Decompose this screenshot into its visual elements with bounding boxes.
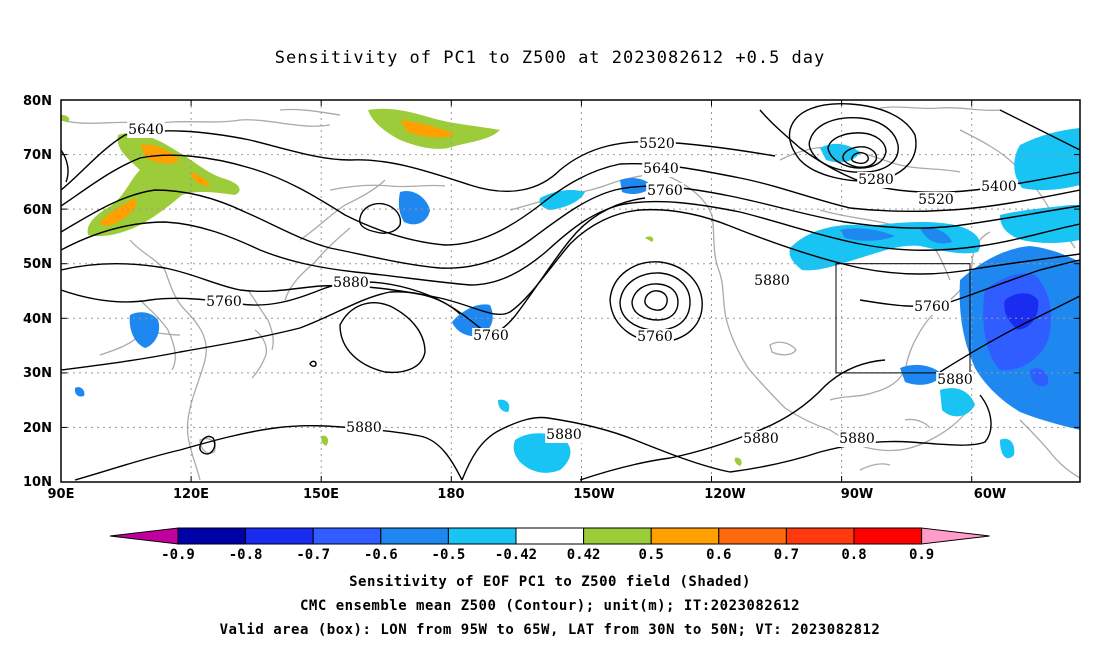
contour-label-halo xyxy=(742,431,780,447)
lat-label: 30N xyxy=(23,366,52,381)
contour-label: 5640 xyxy=(128,122,164,138)
contour-label-halo xyxy=(838,431,876,447)
colorbar-label: 0.7 xyxy=(774,547,799,563)
colorbar-swatch xyxy=(245,527,314,545)
map-frame xyxy=(60,99,1081,483)
contour-label-halo xyxy=(205,294,243,310)
colorbar-swatch xyxy=(853,527,923,545)
lon-label: 60W xyxy=(974,487,1006,502)
lon-label: 120W xyxy=(704,487,745,502)
contour-label-halo xyxy=(636,329,674,345)
contour-label-halo xyxy=(646,183,684,199)
contour-label: 5760 xyxy=(647,183,683,199)
contour-label-halo xyxy=(472,328,510,344)
contour-label-halo xyxy=(642,161,680,177)
lat-label: 70N xyxy=(23,148,52,163)
contour-label: 5520 xyxy=(918,192,954,208)
lon-label: 90W xyxy=(841,487,873,502)
colorbar-label: -0.6 xyxy=(364,547,398,563)
z500-contours xyxy=(61,103,1080,481)
colorbar-label: -0.9 xyxy=(161,547,195,563)
latitude-labels: 80N 70N 60N 50N 40N 30N 20N 10N xyxy=(23,94,52,490)
colorbar-swatch xyxy=(785,527,855,545)
contour-label-halo xyxy=(980,179,1018,195)
contour-label-halo xyxy=(857,172,895,188)
lat-label: 20N xyxy=(23,421,52,436)
contour-label-halo xyxy=(753,273,791,289)
contour-labels: 5640 5520 5640 5760 5280 5400 5520 5760 … xyxy=(127,122,1018,447)
contour-label: 5760 xyxy=(637,329,673,345)
colorbar-label: 0.9 xyxy=(909,547,934,563)
colorbar-swatch xyxy=(650,527,720,545)
tick-marks xyxy=(61,99,1080,482)
contour-label: 5880 xyxy=(346,420,382,436)
colorbar-label: -0.5 xyxy=(432,547,466,563)
contour-label-halo xyxy=(545,427,583,443)
contour-label-halo xyxy=(345,420,383,436)
colorbar-label: -0.8 xyxy=(229,547,263,563)
contour-label: 5400 xyxy=(981,179,1017,195)
colorbar-label: -0.7 xyxy=(296,547,330,563)
lon-label: 90E xyxy=(48,487,75,502)
colorbar xyxy=(109,527,990,545)
contour-label-halo xyxy=(936,372,974,388)
contour-label: 5280 xyxy=(858,172,894,188)
contour-label: 5760 xyxy=(473,328,509,344)
colorbar-swatch xyxy=(718,527,787,545)
lat-label: 60N xyxy=(23,203,52,218)
lon-label: 180 xyxy=(437,487,464,502)
lat-label: 40N xyxy=(23,312,52,327)
lat-label: 10N xyxy=(23,475,52,490)
colorbar-label: 0.42 xyxy=(567,547,601,563)
contour-label: 5880 xyxy=(937,372,973,388)
colorbar-labels: -0.9 -0.8 -0.7 -0.6 -0.5 -0.42 0.42 0.5 0.6 0.7 0.… xyxy=(161,547,934,563)
colorbar-swatch xyxy=(177,527,247,545)
colorbar-swatch xyxy=(515,527,585,545)
caption-line-2: CMC ensemble mean Z500 (Contour); unit(m… xyxy=(299,598,800,614)
contour-label-halo xyxy=(332,275,370,291)
colorbar-label: -0.42 xyxy=(495,547,537,563)
contour-label: 5760 xyxy=(914,299,950,315)
lon-label: 150W xyxy=(573,487,614,502)
colorbar-end-triangle xyxy=(109,527,179,545)
colorbar-swatch xyxy=(583,527,652,545)
caption-line-1: Sensitivity of EOF PC1 to Z500 field (Sh… xyxy=(349,574,751,590)
colorbar-swatch xyxy=(380,527,449,545)
contour-label: 5880 xyxy=(839,431,875,447)
contour-label: 5880 xyxy=(333,275,369,291)
contour-label: 5880 xyxy=(754,273,790,289)
colorbar-swatch xyxy=(312,527,382,545)
contour-label-halo xyxy=(913,299,951,315)
contour-label-halo xyxy=(127,122,165,138)
contour-label: 5880 xyxy=(743,431,779,447)
caption-line-3: Valid area (box): LON from 95W to 65W, L… xyxy=(219,622,881,638)
lat-label: 50N xyxy=(23,257,52,272)
graticule xyxy=(61,100,1080,482)
lat-label: 80N xyxy=(23,94,52,109)
contour-label-halo xyxy=(917,192,955,208)
valid-area-box xyxy=(835,263,971,374)
colorbar-label: 0.6 xyxy=(706,547,731,563)
colorbar-label: 0.5 xyxy=(639,547,664,563)
contour-label: 5520 xyxy=(639,136,675,152)
colorbar-label: 0.8 xyxy=(841,547,866,563)
contour-label-halo xyxy=(638,136,676,152)
lon-label: 120E xyxy=(173,487,209,502)
colorbar-end-triangle xyxy=(921,527,990,545)
contour-label: 5760 xyxy=(206,294,242,310)
longitude-labels: 90E 120E 150E 180 150W 120W 90W 60W xyxy=(48,487,1007,502)
page-title: Sensitivity of PC1 to Z500 at 2023082612… xyxy=(274,48,826,68)
lon-label: 150E xyxy=(303,487,339,502)
contour-label: 5640 xyxy=(643,161,679,177)
contour-label: 5880 xyxy=(546,427,582,443)
colorbar-swatch xyxy=(447,527,517,545)
